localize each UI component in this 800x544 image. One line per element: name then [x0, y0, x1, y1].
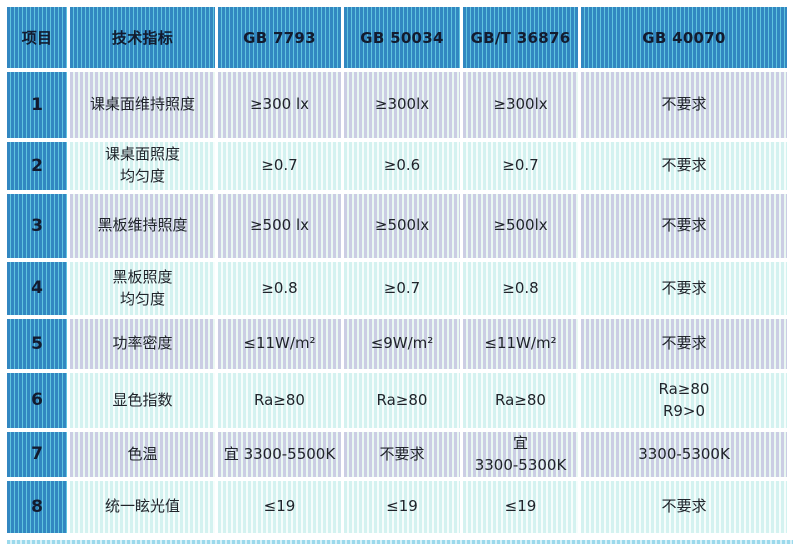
value-cell-gbt36876: ≥0.7 — [463, 142, 578, 190]
value-cell-gbt36876: Ra≥80 — [463, 373, 578, 428]
value-cell-gb7793: ≥0.8 — [218, 262, 341, 315]
header-row: 项目 技术指标 GB 7793 GB 50034 GB/T 36876 GB 40070 — [7, 7, 787, 68]
value-cell-gbt36876: ≥300lx — [463, 72, 578, 138]
value-cell-gb7793: 宜 3300-5500K — [218, 432, 341, 477]
value-cell-gb7793: ≤11W/m² — [218, 319, 341, 369]
indicator-cell: 显色指数 — [70, 373, 215, 428]
item-number-cell: 7 — [7, 432, 67, 477]
value-cell-gb50034: ≤9W/m² — [344, 319, 460, 369]
header-cell-gbt36876: GB/T 36876 — [463, 7, 578, 68]
value-cell-gb50034: ≥300lx — [344, 72, 460, 138]
item-number-cell: 3 — [7, 194, 67, 258]
value-cell-gb7793: ≤19 — [218, 481, 341, 533]
value-cell-gb50034: ≥500lx — [344, 194, 460, 258]
header-cell-gb50034: GB 50034 — [344, 7, 460, 68]
value-cell-gb7793: Ra≥80 — [218, 373, 341, 428]
value-cell-gb50034: ≤19 — [344, 481, 460, 533]
table-header: 项目 技术指标 GB 7793 GB 50034 GB/T 36876 GB 40070 — [7, 7, 787, 68]
item-number-cell: 4 — [7, 262, 67, 315]
indicator-cell: 黑板照度 均匀度 — [70, 262, 215, 315]
item-number-cell: 2 — [7, 142, 67, 190]
value-cell-gb7793: ≥500 lx — [218, 194, 341, 258]
table-row: 2 课桌面照度 均匀度 ≥0.7 ≥0.6 ≥0.7 不要求 — [7, 142, 787, 190]
standards-comparison-table: 项目 技术指标 GB 7793 GB 50034 GB/T 36876 GB 40070 … — [4, 3, 790, 537]
value-cell-gb50034: ≥0.6 — [344, 142, 460, 190]
indicator-cell: 功率密度 — [70, 319, 215, 369]
value-cell-gbt36876: ≤19 — [463, 481, 578, 533]
value-cell-gb40070: 不要求 — [581, 319, 787, 369]
value-cell-gb40070: Ra≥80 R9>0 — [581, 373, 787, 428]
page: { "colors": { "header_base": "#3287c1", … — [0, 3, 800, 544]
value-cell-gb40070: 不要求 — [581, 142, 787, 190]
value-cell-gb7793: ≥0.7 — [218, 142, 341, 190]
table-row: 4 黑板照度 均匀度 ≥0.8 ≥0.7 ≥0.8 不要求 — [7, 262, 787, 315]
value-cell-gb7793: ≥300 lx — [218, 72, 341, 138]
item-number-cell: 1 — [7, 72, 67, 138]
header-cell-gb7793: GB 7793 — [218, 7, 341, 68]
table-row: 5 功率密度 ≤11W/m² ≤9W/m² ≤11W/m² 不要求 — [7, 319, 787, 369]
item-number-cell: 5 — [7, 319, 67, 369]
header-cell-item: 项目 — [7, 7, 67, 68]
value-cell-gb40070: 不要求 — [581, 481, 787, 533]
table-row: 8 统一眩光值 ≤19 ≤19 ≤19 不要求 — [7, 481, 787, 533]
table-row: 7 色温宜 3300-5500K 不要求宜 3300-5300K 3300-5300K — [7, 432, 787, 477]
indicator-cell: 统一眩光值 — [70, 481, 215, 533]
item-number-cell: 6 — [7, 373, 67, 428]
value-cell-gbt36876: ≤11W/m² — [463, 319, 578, 369]
indicator-cell: 课桌面照度 均匀度 — [70, 142, 215, 190]
indicator-cell: 黑板维持照度 — [70, 194, 215, 258]
table-row: 3 黑板维持照度 ≥500 lx ≥500lx ≥500lx 不要求 — [7, 194, 787, 258]
table-row: 1 课桌面维持照度 ≥300 lx ≥300lx ≥300lx 不要求 — [7, 72, 787, 138]
header-cell-indicator: 技术指标 — [70, 7, 215, 68]
value-cell-gb40070: 不要求 — [581, 194, 787, 258]
value-cell-gb50034: Ra≥80 — [344, 373, 460, 428]
indicator-cell: 色温 — [70, 432, 215, 477]
table-body: 1 课桌面维持照度 ≥300 lx ≥300lx ≥300lx 不要求 2 课桌面照度 均匀度 ≥… — [7, 72, 787, 533]
value-cell-gb40070: 不要求 — [581, 72, 787, 138]
value-cell-gb40070: 3300-5300K — [581, 432, 787, 477]
indicator-cell: 课桌面维持照度 — [70, 72, 215, 138]
value-cell-gbt36876: ≥0.8 — [463, 262, 578, 315]
value-cell-gbt36876: 宜 3300-5300K — [463, 432, 578, 477]
table-row: 6 显色指数 Ra≥80 Ra≥80 Ra≥80 Ra≥80 R9>0 — [7, 373, 787, 428]
header-cell-gb40070: GB 40070 — [581, 7, 787, 68]
item-number-cell: 8 — [7, 481, 67, 533]
value-cell-gb50034: ≥0.7 — [344, 262, 460, 315]
value-cell-gb40070: 不要求 — [581, 262, 787, 315]
value-cell-gbt36876: ≥500lx — [463, 194, 578, 258]
value-cell-gb50034: 不要求 — [344, 432, 460, 477]
